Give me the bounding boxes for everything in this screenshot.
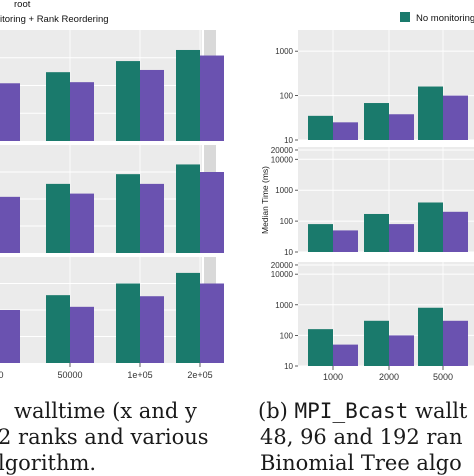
left-bar-p1-s2-2 — [70, 82, 94, 141]
right-ytick-label-1-1: 10 — [284, 136, 293, 145]
right-bar-p3-s1-1 — [308, 329, 333, 366]
left-bar-p3-s1-3 — [116, 283, 140, 363]
left-bar-p1-s1-4 — [176, 49, 200, 142]
right-caption-suffix: wallt — [408, 399, 468, 423]
right-bar-p1-s1-2 — [364, 103, 389, 140]
right-ytick-label-3-3: 1000 — [275, 301, 293, 310]
left-xtick-label-4: 2e+05 — [187, 370, 212, 380]
right-bar-p2-s2-1 — [333, 230, 358, 252]
left-bar-p3-s1-4 — [176, 272, 200, 363]
left-caption-line-1: walltime (x and y — [14, 399, 197, 423]
right-bar-p3-s2-2 — [389, 335, 414, 366]
right-ytick-label-3-1: 10 — [284, 362, 293, 371]
right-legend-label: No monitoring — [416, 13, 474, 24]
right-bar-p2-s1-3 — [418, 202, 443, 252]
left-caption-line-3: lgorithm. — [0, 451, 97, 475]
right-bar-p1-s1-3 — [418, 86, 443, 140]
right-xtick-label-3: 5000 — [433, 372, 453, 382]
right-bar-p3-s1-2 — [364, 320, 389, 366]
right-caption-code: MPI_Bcast — [294, 399, 409, 423]
right-bar-p2-s2-2 — [389, 224, 414, 252]
left-bar-p2-s1-4 — [176, 164, 200, 253]
right-bar-p1-s1-1 — [308, 115, 333, 140]
left-bar-p3-s2-3 — [140, 296, 164, 363]
right-ytick-label-3-4: 10000 — [271, 270, 294, 279]
right-ytick-label-3-2: 100 — [280, 331, 294, 340]
right-ytick-label-1-2: 100 — [280, 92, 294, 101]
left-bar-p3-s1-2 — [46, 295, 70, 363]
right-legend-swatch — [400, 12, 410, 22]
right-ytick-label-3-5: 20000 — [271, 261, 294, 270]
right-ytick-label-2-3: 1000 — [275, 186, 293, 195]
right-xtick-label-1: 1000 — [323, 372, 343, 382]
right-caption-line-1: (b) MPI_Bcast wallt — [258, 398, 467, 424]
right-bar-p1-s2-2 — [389, 114, 414, 140]
right-ytick-label-2-1: 10 — [284, 248, 293, 257]
left-bar-p2-s2-4 — [200, 172, 224, 253]
left-legend-root-label: root — [14, 0, 31, 10]
right-caption-line-2: 48, 96 and 192 ran — [260, 425, 463, 449]
left-bar-p1-s2-1 — [0, 83, 20, 141]
right-xtick-label-2: 2000 — [379, 372, 399, 382]
left-bar-p2-s1-2 — [46, 183, 70, 253]
right-bar-p2-s2-3 — [443, 211, 468, 252]
right-bar-p1-s2-3 — [443, 95, 468, 140]
left-bar-p2-s2-1 — [0, 196, 20, 253]
left-bar-p1-s2-3 — [140, 69, 164, 141]
right-bar-p2-s1-2 — [364, 213, 389, 252]
left-bar-p2-s2-3 — [140, 183, 164, 253]
right-bar-p1-s2-1 — [333, 122, 358, 140]
left-xtick-label-3: 1e+05 — [127, 370, 152, 380]
left-bar-p3-s2-1 — [0, 310, 20, 363]
right-caption-prefix: (b) — [258, 399, 295, 423]
right-bar-p3-s1-3 — [418, 307, 443, 366]
left-bar-p1-s2-4 — [200, 55, 224, 141]
left-caption-line-2: 2 ranks and various — [0, 425, 209, 449]
right-ytick-label-2-5: 20000 — [271, 146, 294, 155]
right-ytick-label-2-4: 10000 — [271, 155, 294, 164]
left-legend-reorder-label: itoring + Rank Reordering — [0, 14, 109, 25]
left-bar-p3-s2-2 — [70, 306, 94, 363]
right-ytick-label-1-3: 1000 — [275, 47, 293, 56]
right-ytick-label-2-2: 100 — [280, 217, 294, 226]
right-caption-line-3: Binomial Tree algo — [260, 451, 462, 475]
right-y-axis-label: Median Time (ms) — [260, 166, 270, 234]
left-xtick-label-2: 50000 — [57, 370, 82, 380]
left-bar-p3-s2-4 — [200, 283, 224, 363]
right-bar-p3-s2-3 — [443, 320, 468, 366]
left-bar-p2-s2-2 — [70, 193, 94, 253]
left-bar-p1-s1-2 — [46, 72, 70, 141]
left-xtick-label-1: 000 — [0, 370, 4, 380]
right-bar-p3-s2-1 — [333, 344, 358, 366]
left-bar-p1-s1-3 — [116, 61, 140, 141]
left-bar-p2-s1-3 — [116, 174, 140, 253]
right-bar-p2-s1-1 — [308, 224, 333, 252]
